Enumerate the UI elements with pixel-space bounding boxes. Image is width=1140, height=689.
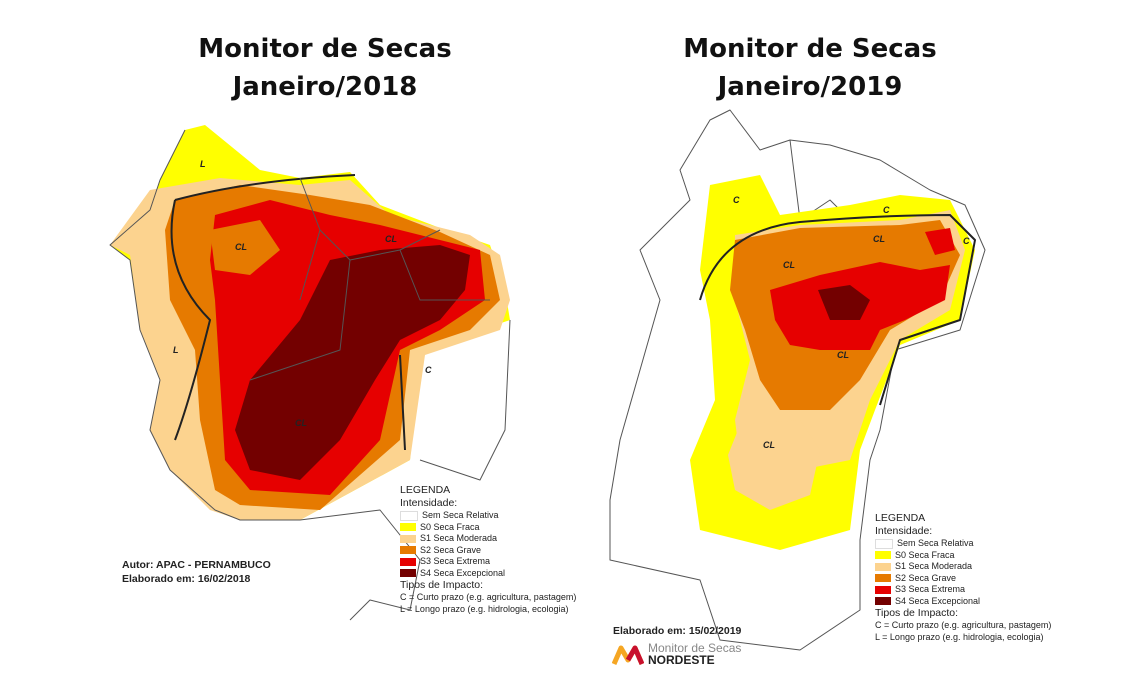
title-date: Janeiro/2019	[717, 72, 903, 102]
legend-label: S2 Seca Grave	[895, 572, 957, 583]
legend-item: S3 Seca Extrema	[875, 584, 1051, 596]
legend-swatch	[875, 597, 891, 606]
impact-label: L	[173, 345, 179, 355]
legend-item: S4 Seca Excepcional	[400, 568, 576, 580]
impact-label: C	[963, 236, 970, 246]
region-s4	[818, 285, 870, 320]
legend-label: S0 Seca Fraca	[895, 549, 955, 560]
legend-swatch	[875, 538, 893, 549]
legend-2019: LEGENDA Intensidade: Sem Seca Relativa S0…	[875, 512, 1051, 643]
legend-impact-item: L = Longo prazo (e.g. hidrologia, ecolog…	[400, 603, 569, 614]
legend-items: Sem Seca Relativa S0 Seca Fraca S1 Seca Mo…	[400, 510, 576, 579]
map-2019-credits: Elaborado em: 15/02/2019	[613, 624, 741, 638]
legend-2018: LEGENDA Intensidade: Sem Seca Relativa S0…	[400, 484, 576, 615]
legend-label: S0 Seca Fraca	[420, 521, 480, 532]
legend-items: Sem Seca Relativa S0 Seca Fraca S1 Seca Mo…	[875, 538, 1051, 607]
map-2018-credits: Autor: APAC - PERNAMBUCO Elaborado em: 1…	[122, 558, 271, 586]
legend-label: Sem Seca Relativa	[422, 510, 499, 520]
legend-swatch	[875, 574, 891, 583]
legend-swatch	[400, 546, 416, 555]
legend-item: S2 Seca Grave	[875, 573, 1051, 585]
logo-mark-icon	[612, 645, 644, 665]
legend-item: S0 Seca Fraca	[400, 522, 576, 534]
monitor-secas-logo: Monitor de Secas NORDESTE	[612, 642, 741, 667]
legend-item: Sem Seca Relativa	[400, 510, 576, 522]
legend-swatch	[400, 534, 416, 543]
legend-item: S0 Seca Fraca	[875, 550, 1051, 562]
legend-swatch	[875, 562, 891, 571]
legend-label: S4 Seca Excepcional	[895, 595, 981, 606]
legend-label: Sem Seca Relativa	[897, 538, 974, 548]
author-text: Autor: APAC - PERNAMBUCO	[122, 559, 271, 571]
legend-label: S4 Seca Excepcional	[420, 567, 506, 578]
impact-label: CL	[783, 260, 795, 270]
state-borders	[609, 109, 986, 651]
legend-intensity-title: Intensidade:	[400, 497, 458, 509]
impact-label: CL	[235, 242, 247, 252]
legend-title: LEGENDA	[875, 512, 926, 524]
state-borders	[109, 129, 511, 621]
legend-intensity-title: Intensidade:	[875, 525, 933, 537]
impact-label: C	[883, 205, 890, 215]
impact-label: CL	[873, 234, 885, 244]
legend-label: S3 Seca Extrema	[420, 556, 491, 566]
legend-item: S2 Seca Grave	[400, 545, 576, 557]
legend-item: S4 Seca Excepcional	[875, 596, 1051, 608]
title-date: Janeiro/2018	[232, 72, 418, 102]
title-line: Monitor de Secas	[198, 34, 452, 64]
legend-item: S1 Seca Moderada	[875, 561, 1051, 573]
elaborated-date: Elaborado em: 16/02/2018	[122, 573, 251, 585]
legend-impact-title: Tipos de Impacto:	[875, 607, 959, 619]
map-2018-title: Monitor de Secas Janeiro/2018	[145, 30, 505, 106]
legend-label: S1 Seca Moderada	[895, 561, 973, 571]
legend-item: S1 Seca Moderada	[400, 533, 576, 545]
legend-swatch	[400, 569, 416, 578]
map-2019-title: Monitor de Secas Janeiro/2019	[630, 30, 990, 106]
legend-label: S3 Seca Extrema	[895, 584, 966, 594]
legend-swatch	[400, 557, 416, 566]
legend-label: S1 Seca Moderada	[420, 533, 498, 543]
legend-impact-item: C = Curto prazo (e.g. agricultura, pasta…	[875, 620, 1052, 630]
impact-boundary	[170, 174, 406, 451]
impact-label: C	[733, 195, 740, 205]
impact-label: CL	[763, 440, 775, 450]
region-s4	[235, 245, 470, 480]
map-2019: C C CL CL C CL CL	[609, 109, 986, 651]
impact-boundary	[699, 214, 976, 406]
legend-impact-title: Tipos de Impacto:	[400, 579, 484, 591]
impact-label: L	[200, 159, 206, 169]
legend-item: S3 Seca Extrema	[400, 556, 576, 568]
elaborated-date: Elaborado em: 15/02/2019	[613, 625, 742, 637]
legend-item: Sem Seca Relativa	[875, 538, 1051, 550]
region-s2-west	[210, 220, 280, 275]
legend-impact-item: C = Curto prazo (e.g. agricultura, pasta…	[400, 592, 577, 602]
logo-line2: NORDESTE	[648, 653, 715, 667]
map-2018: L CL CL L C CL	[109, 125, 511, 621]
legend-title: LEGENDA	[400, 484, 451, 496]
logo-line1: Monitor de Secas	[648, 641, 742, 655]
legend-impact-item: L = Longo prazo (e.g. hidrologia, ecolog…	[875, 631, 1044, 642]
legend-swatch	[400, 510, 418, 521]
region-s1-south	[728, 420, 820, 510]
legend-swatch	[875, 551, 891, 560]
title-line: Monitor de Secas	[683, 34, 937, 64]
region-s3-ne	[925, 228, 955, 255]
impact-label: CL	[837, 350, 849, 360]
impact-label: CL	[385, 234, 397, 244]
legend-swatch	[875, 585, 891, 594]
legend-label: S2 Seca Grave	[420, 544, 482, 555]
impact-label: CL	[295, 418, 307, 428]
impact-label: C	[425, 365, 432, 375]
legend-swatch	[400, 523, 416, 532]
